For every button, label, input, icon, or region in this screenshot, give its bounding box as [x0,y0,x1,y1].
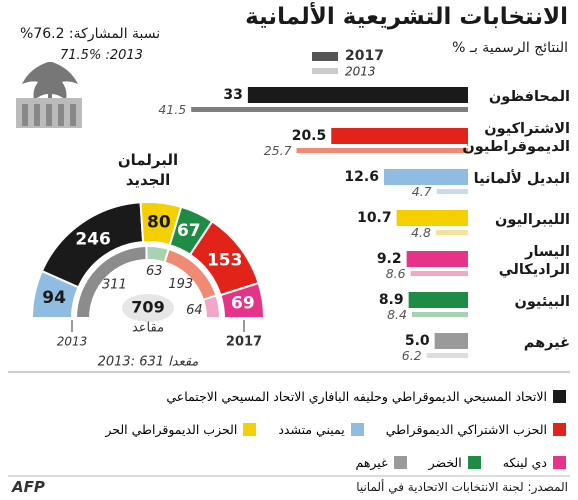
legend-swatch [553,423,566,436]
parliament-title: البرلمان الجديد [117,151,179,189]
legend-swatch [350,423,364,436]
bar [191,107,468,112]
seat-label: 193 [168,277,193,292]
legend-swatch [467,456,481,469]
legend-label: الحزب الاشتراكي الديموقراطي [385,422,547,437]
bar [435,230,468,235]
seat-arc [219,281,266,319]
ring-year: 2017 [226,335,262,350]
bar [406,251,468,267]
legend-row: الاتحاد المسيحي الديموقراطي وحليفه الباف… [10,380,566,413]
category-label: الليبراليون [495,212,570,228]
value-label: 8.6 [386,266,406,281]
legend-label: يميني متشدد [278,422,345,437]
legend-item: دي لينكه [503,455,566,470]
bar [408,292,468,308]
seat-label: 153 [207,250,243,270]
bar [331,128,468,144]
seats-note: 2013: 631 مقعدا [98,355,199,370]
category-label: البيئيون [514,294,570,310]
bar [434,333,468,349]
legend-label: الخضر [428,455,462,470]
legend-label: دي لينكه [502,455,547,470]
logo: AFP [12,478,45,496]
legend-label: غيرهم [355,455,388,470]
legend-item: الحزب الديموقراطي الحر [105,422,257,437]
value-label: 5.0 [405,333,430,349]
legend-swatch [553,456,566,469]
legend-item: الحزب الاشتراكي الديموقراطي [386,422,566,437]
seat-label: 311 [102,278,127,293]
bar [410,271,468,276]
value-label: 33 [223,87,242,103]
value-label: 20.5 [292,128,327,144]
value-label: 4.8 [411,225,431,240]
value-label: 6.2 [402,348,422,363]
value-label: 9.2 [377,251,402,267]
value-label: 25.7 [264,143,292,158]
value-label: 10.7 [357,210,392,226]
bar [411,312,468,317]
legend-label: الاتحاد المسيحي الديموقراطي وحليفه الباف… [166,389,547,404]
seat-label: 64 [186,303,203,318]
category-label: البديل لألمانيا [473,171,570,187]
category-label: غيرهم [523,335,570,351]
bar [383,169,468,185]
bar [426,353,468,358]
legend-label: 2017 [345,48,384,64]
total-backdrop [122,294,174,322]
bundestag-icon [16,62,82,128]
legend-row: دي لينكه الخضر غيرهم [10,446,566,479]
legend-item: يميني متشدد [278,422,364,437]
legend-item: الاتحاد المسيحي الديموقراطي وحليفه الباف… [166,389,566,404]
legend-label: الحزب الديموقراطي الحر [105,422,238,437]
bar [247,87,468,103]
seat-label: 246 [75,229,111,249]
category-label: اليسار الراديكالي [498,244,570,278]
seat-label: 94 [42,288,66,308]
ring-year: 2013 [57,335,88,349]
value-label: 8.9 [379,292,404,308]
value-label: 41.5 [158,102,186,117]
seat-label: 67 [177,221,201,241]
legend-swatch [312,68,338,74]
legend-swatch [393,456,407,469]
legend-swatch [553,390,566,403]
legend-row: الحزب الاشتراكي الديموقراطي يميني متشدد ال… [10,413,566,446]
seat-arc [201,294,222,319]
participation: نسبة المشاركة: 76.2% [20,26,161,42]
legend-swatch [312,52,338,61]
bar [296,148,468,153]
seat-label: 69 [231,293,255,313]
total-seats: 709 [131,298,164,317]
value-label: 8.4 [387,307,407,322]
value-label: 12.6 [344,169,379,185]
title: الانتخابات التشريعية الألمانية [245,4,568,30]
legend-label: 2013 [345,65,376,79]
legend-item: الخضر [429,455,481,470]
bar [396,210,468,226]
legend: الاتحاد المسيحي الديموقراطي وحليفه الباف… [10,380,566,479]
value-label: 4.7 [412,184,432,199]
total-label: مقاعد [132,321,164,336]
seat-label: 80 [147,213,171,233]
bar [436,189,468,194]
category-label: المحافظون [488,89,570,105]
category-label: الاشتراكيون الديموقراطيون [462,121,570,155]
legend-swatch [243,423,257,436]
source: المصدر: لجنة الانتخابات الاتحادية في ألم… [356,480,568,494]
legend-item: غيرهم [356,455,407,470]
participation-previous: 2013: 71.5% [60,48,143,63]
seat-label: 63 [146,264,163,279]
subtitle: النتائج الرسمية بـ % [452,40,568,56]
